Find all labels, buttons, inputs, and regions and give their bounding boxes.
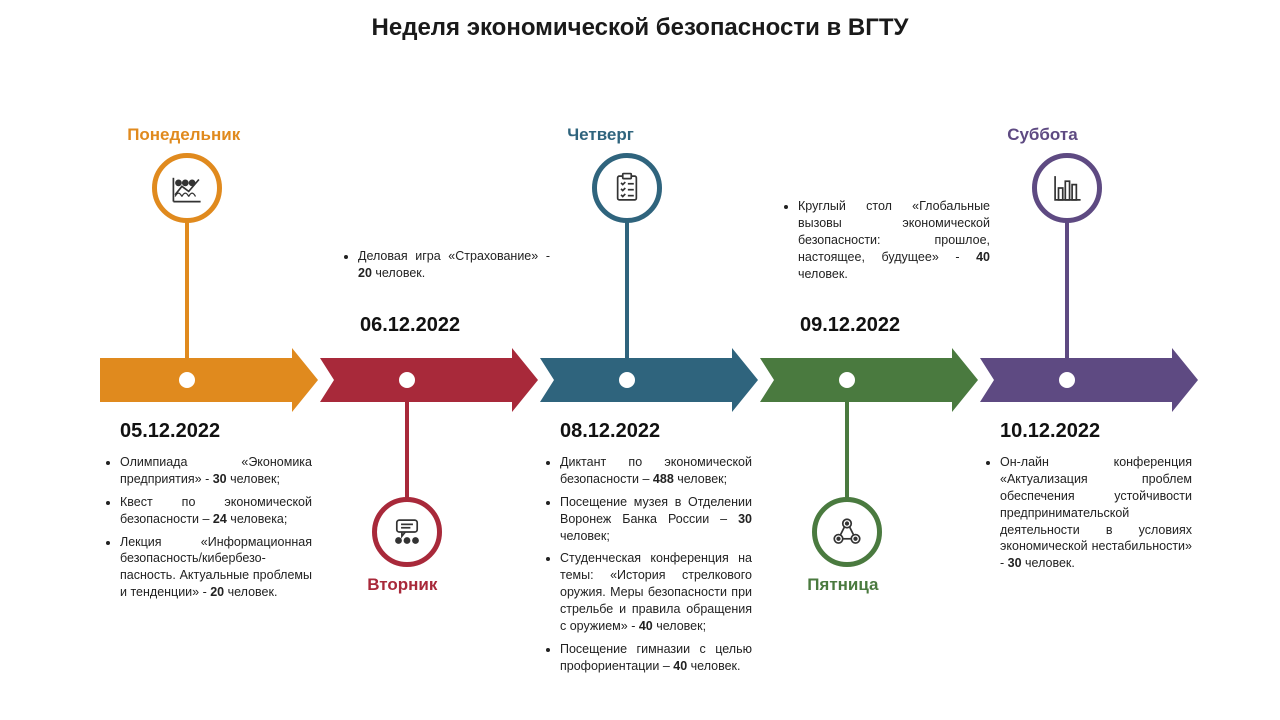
chat-group-icon — [372, 497, 442, 567]
events-mon: Олимпиада «Экономика предприятия» - 30 ч… — [102, 454, 312, 607]
day-label-wed: Четверг — [567, 125, 634, 145]
timeline-arrow-tue — [320, 358, 538, 402]
bars-icon — [1032, 153, 1102, 223]
events-tue: Деловая игра «Страхование» - 20 человек. — [340, 248, 550, 288]
events-fri: Он-лайн конференция «Актуализация пробле… — [982, 454, 1192, 578]
network-icon — [812, 497, 882, 567]
timeline-arrow-mon — [100, 358, 318, 402]
events-thu: Круглый стол «Глобальные вызовы экономич… — [780, 198, 990, 288]
date-wed: 08.12.2022 — [560, 420, 660, 443]
day-label-thu: Пятница — [807, 575, 878, 595]
day-label-fri: Суббота — [1007, 125, 1077, 145]
date-mon: 05.12.2022 — [120, 420, 220, 443]
timeline-arrow-fri — [980, 358, 1198, 402]
day-label-mon: Понедельник — [127, 125, 240, 145]
page-title: Неделя экономической безопасности в ВГТУ — [0, 0, 1280, 48]
checklist-icon — [592, 153, 662, 223]
people-chart-icon — [152, 153, 222, 223]
date-thu: 09.12.2022 — [800, 314, 900, 337]
day-label-tue: Вторник — [367, 575, 437, 595]
timeline-arrow-thu — [760, 358, 978, 402]
timeline-canvas: Понедельник 05.12.2022 Олимпиада «Экономик… — [0, 48, 1280, 708]
timeline-arrow-wed — [540, 358, 758, 402]
date-tue: 06.12.2022 — [360, 314, 460, 337]
events-wed: Диктант по экономической безопасности – … — [542, 454, 752, 681]
date-fri: 10.12.2022 — [1000, 420, 1100, 443]
